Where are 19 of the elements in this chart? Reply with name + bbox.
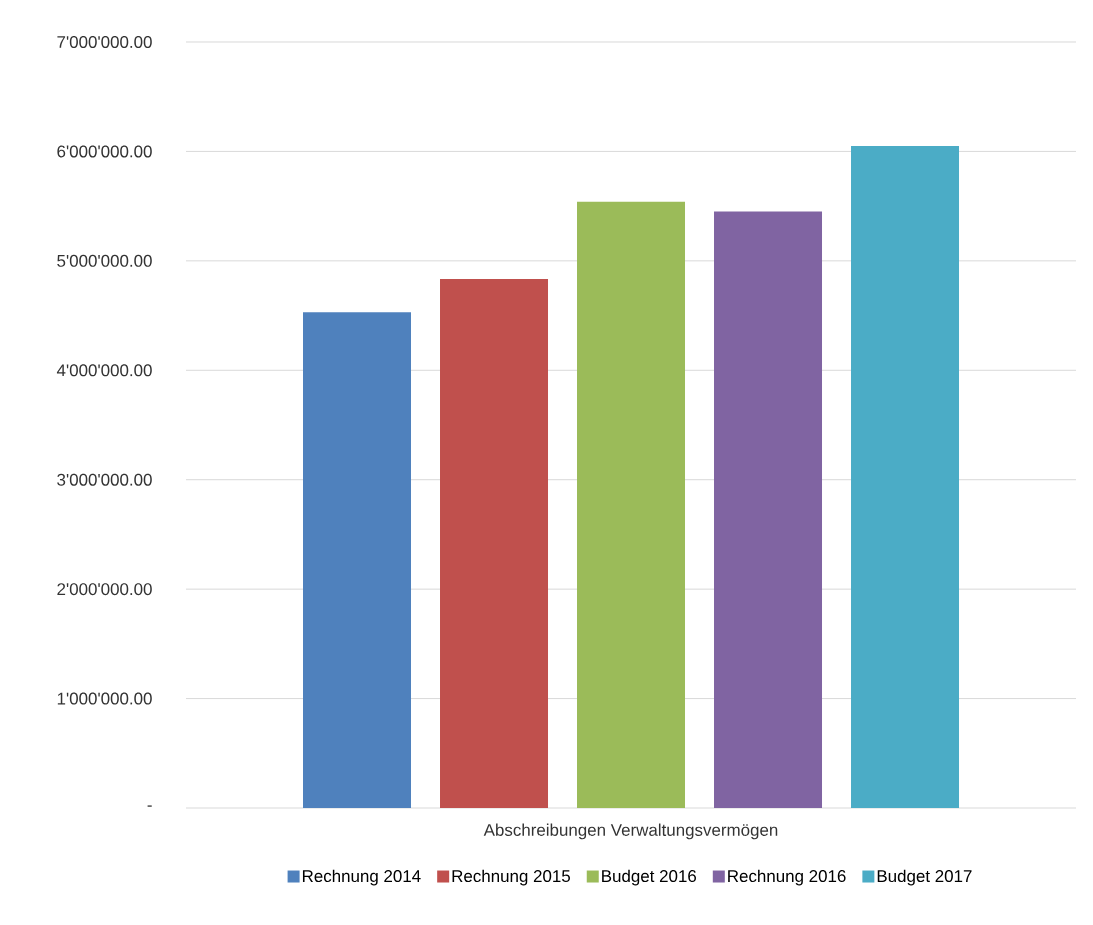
x-tick-label: Abschreibungen Verwaltungsvermögen [483, 823, 778, 840]
legend-label: Budget 2017 [877, 869, 972, 886]
bar [440, 278, 549, 808]
y-tick-label: 5'000'000.00 [57, 254, 152, 267]
y-tick-label: 4'000'000.00 [56, 364, 152, 377]
legend-label: Rechnung 2015 [452, 869, 570, 886]
legend-label: Rechnung 2016 [728, 869, 846, 886]
y-tick-label: 3'000'000.00 [57, 473, 152, 486]
legend-label: Rechnung 2014 [302, 869, 421, 886]
y-tick-label: 7'000'000.00 [57, 35, 152, 48]
legend-label: Budget 2016 [602, 869, 697, 886]
bar [577, 201, 686, 808]
bar [714, 211, 823, 808]
y-tick-label: 2'000'000.00 [57, 583, 152, 596]
bar [303, 312, 411, 808]
y-tick-label: - [147, 805, 152, 807]
y-tick-label: 6'000'000.00 [57, 145, 152, 158]
bar [851, 145, 960, 808]
y-tick-label: 1'000'000.00 [57, 692, 152, 705]
